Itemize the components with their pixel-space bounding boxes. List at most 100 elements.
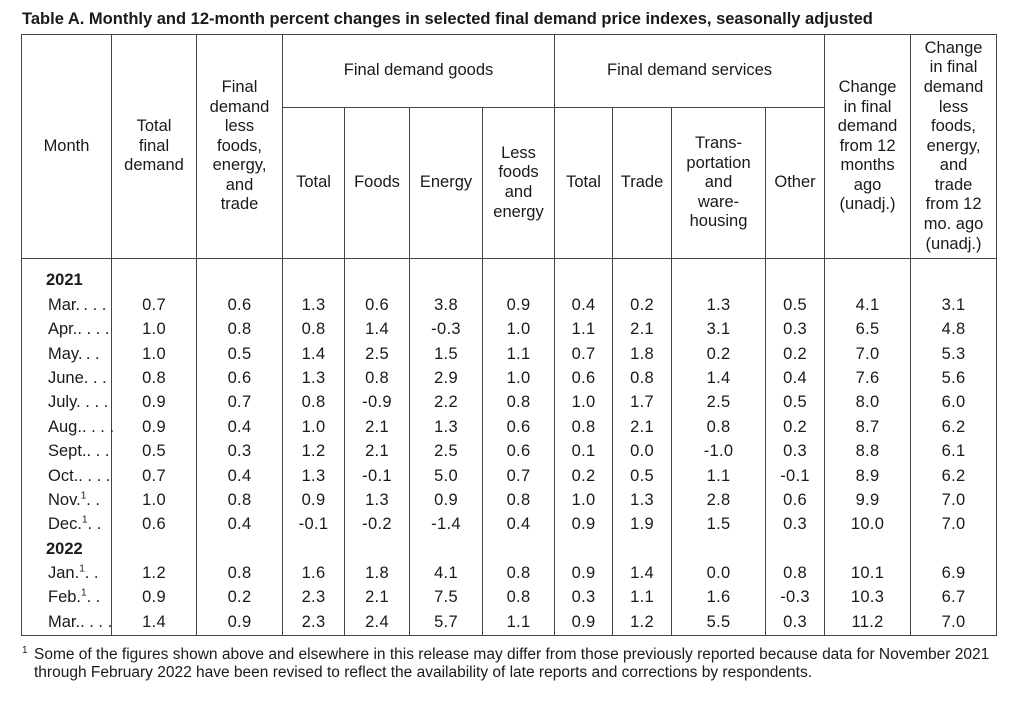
value-cell: 0.3 [765, 610, 826, 636]
year-row: 2021 [21, 269, 998, 294]
leader-dots: . . . . [77, 320, 110, 339]
value-cell: 10.1 [824, 561, 912, 587]
value-cell: 1.2 [111, 561, 197, 587]
value-cell: 2.8 [671, 488, 767, 513]
value-cell: 0.5 [612, 464, 673, 489]
value-cell: 0.8 [282, 317, 345, 343]
value-cell: 1.0 [111, 488, 197, 513]
value-cell: 0.9 [481, 293, 556, 318]
value-cell: 1.6 [282, 561, 345, 587]
value-cell: 7.0 [910, 488, 998, 513]
value-cell: 0.2 [671, 342, 767, 367]
value-cell: 1.4 [111, 610, 197, 636]
value-cell: 1.0 [111, 342, 197, 367]
value-cell: 6.9 [910, 561, 998, 587]
month-label: Mar. [48, 612, 81, 631]
value-cell: 0.6 [196, 366, 283, 391]
table-row: July. . . . 0.9 0.7 0.8 -0.9 2.2 0.8 1.0 1.7 2.5 0… [21, 390, 998, 416]
value-cell: 0.4 [765, 366, 826, 391]
value-cell: 0.6 [111, 512, 197, 538]
value-cell: 0.5 [765, 390, 826, 416]
value-cell: 1.0 [111, 317, 197, 343]
value-cell: 1.3 [344, 488, 410, 513]
value-cell: 0.9 [282, 488, 345, 513]
value-cell: 6.0 [910, 390, 998, 416]
total-final-demand-header: Total final demand [111, 34, 197, 259]
value-cell: 0.7 [196, 390, 283, 416]
value-cell: 0.5 [111, 439, 197, 465]
value-cell: 5.7 [409, 610, 483, 636]
value-cell: 1.3 [409, 415, 483, 440]
value-cell: 0.9 [554, 512, 614, 538]
table-row: June. . . 0.8 0.6 1.3 0.8 2.9 1.0 0.6 0.8 1.4 0.4 7… [21, 366, 998, 391]
value-cell: -0.1 [344, 464, 410, 489]
fd-less-header: Final demand less foods, energy, and trade [196, 34, 283, 259]
month-label: Oct. [48, 466, 79, 485]
month-cell: Mar.. . . . [21, 610, 113, 636]
value-cell: 5.0 [409, 464, 483, 489]
value-cell: 0.9 [409, 488, 483, 513]
value-cell: 1.3 [671, 293, 767, 318]
leader-dots: . . [84, 564, 99, 583]
value-cell: 1.3 [612, 488, 673, 513]
value-cell: 8.7 [824, 415, 912, 440]
table-row: May. . . 1.0 0.5 1.4 2.5 1.5 1.1 0.7 1.8 0.2 0.2 7.… [21, 342, 998, 367]
footnote-text: Some of the figures shown above and else… [34, 646, 990, 681]
month-header: Month [21, 34, 112, 259]
value-cell: 0.0 [612, 439, 673, 465]
value-cell: 1.4 [282, 342, 345, 367]
value-cell: 0.7 [481, 464, 556, 489]
value-cell: 7.5 [409, 586, 483, 611]
month-cell: Jan.1. . [21, 561, 112, 587]
value-cell: 0.0 [671, 561, 767, 587]
leader-dots: . . . [83, 368, 107, 387]
leader-dots: . . [86, 490, 101, 509]
value-cell: -1.4 [409, 512, 483, 538]
value-cell: 0.2 [612, 293, 673, 318]
price-index-table: Month Total final demand Final demand less fo… [21, 34, 998, 636]
services-other-header: Other [765, 107, 826, 259]
value-cell: -0.9 [344, 390, 410, 416]
value-cell: 0.7 [111, 293, 197, 318]
value-cell: 0.4 [481, 512, 556, 538]
value-cell: 6.1 [910, 439, 998, 465]
year-label: 2021 [21, 269, 112, 294]
value-cell: 1.3 [282, 293, 345, 318]
value-cell: 0.4 [554, 293, 614, 318]
change-core-12-month-header: Change in final demand less foods, energy, and… [910, 34, 998, 259]
footnote: 1 Some of the figures shown above and el… [22, 645, 1012, 682]
value-cell: 0.9 [111, 586, 197, 611]
value-cell: -0.3 [409, 317, 483, 343]
month-label: Apr. [48, 320, 78, 339]
value-cell: 2.5 [671, 390, 767, 416]
value-cell: 1.7 [612, 390, 673, 416]
value-cell: 0.9 [196, 610, 283, 636]
value-cell: 0.8 [481, 390, 556, 416]
value-cell: 7.0 [824, 342, 912, 367]
value-cell: 10.0 [824, 512, 912, 538]
value-cell: 1.9 [612, 512, 673, 538]
table-row: Jan.1. . 1.2 0.8 1.6 1.8 4.1 0.8 0.9 1.4 0.0 0.8 10… [21, 561, 998, 587]
month-cell: Apr.. . . . [21, 317, 112, 343]
value-cell: 0.6 [554, 366, 614, 391]
change-12-month-header: Change in final demand from 12 months ago (una… [824, 34, 912, 259]
month-label: May. [48, 344, 83, 363]
value-cell: 0.8 [282, 390, 345, 416]
value-cell: 4.8 [910, 317, 998, 343]
value-cell: 1.0 [481, 317, 556, 343]
value-cell: 10.3 [824, 586, 912, 611]
table-row: Mar.. . . . 1.4 0.9 2.3 2.4 5.7 1.1 0.9 1.2 5.5 0.… [21, 610, 998, 636]
value-cell: 0.4 [196, 464, 283, 489]
value-cell: 5.5 [671, 610, 767, 636]
year-label: 2022 [21, 537, 112, 562]
value-cell: 0.9 [554, 561, 614, 587]
leader-dots: . . . . [76, 393, 109, 412]
table-row: Sept.. . . 0.5 0.3 1.2 2.1 2.5 0.6 0.1 0.0 -1.0 0.… [21, 439, 998, 465]
value-cell: 1.1 [671, 464, 767, 489]
month-cell: July. . . . [21, 390, 112, 416]
value-cell: 1.8 [612, 342, 673, 367]
value-cell: 0.3 [554, 586, 614, 611]
value-cell: 7.0 [910, 512, 998, 538]
month-cell: May. . . [21, 342, 112, 367]
leader-dots: . . . . [80, 612, 113, 631]
